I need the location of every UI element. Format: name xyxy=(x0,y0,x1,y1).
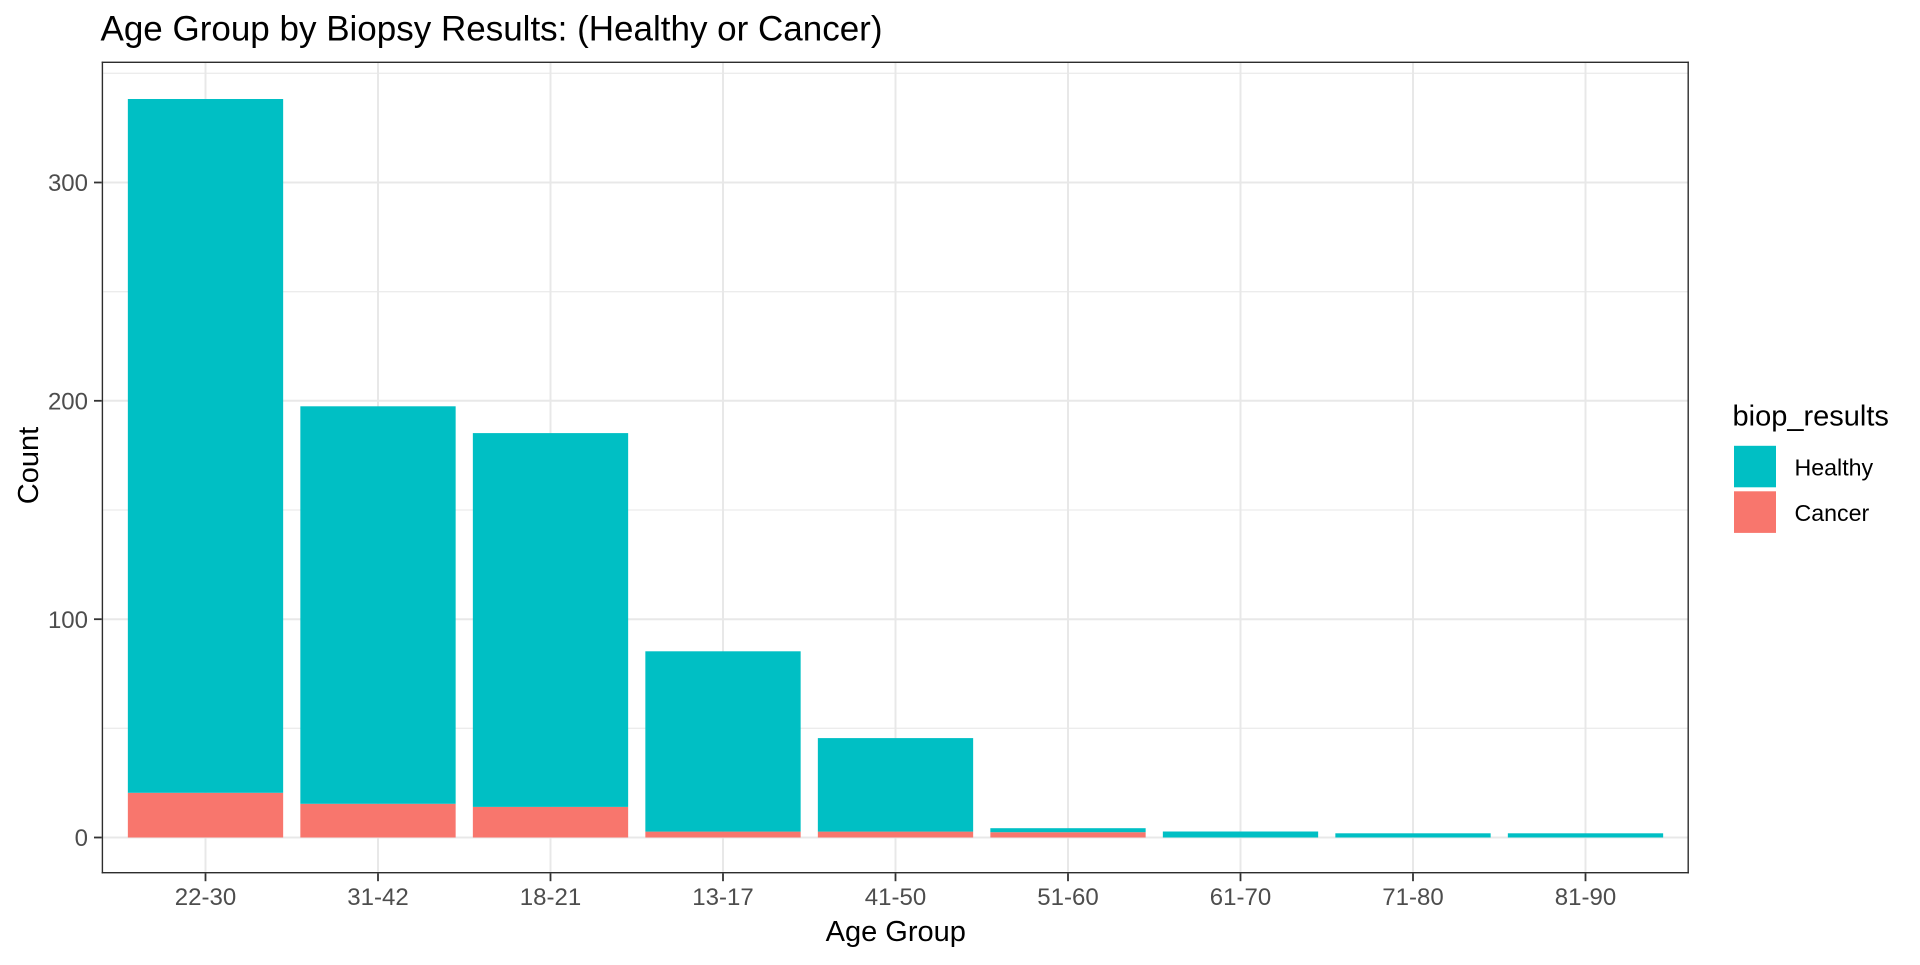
svg-text:200: 200 xyxy=(48,388,88,415)
svg-text:18-21: 18-21 xyxy=(520,884,581,911)
svg-text:100: 100 xyxy=(48,607,88,634)
svg-text:61-70: 61-70 xyxy=(1210,884,1271,911)
svg-text:biop_results: biop_results xyxy=(1733,401,1889,433)
svg-text:41-50: 41-50 xyxy=(865,884,926,911)
svg-text:81-90: 81-90 xyxy=(1555,884,1616,911)
svg-text:Age Group by Biopsy Results: (: Age Group by Biopsy Results: (Healthy or… xyxy=(101,10,883,49)
svg-text:71-80: 71-80 xyxy=(1382,884,1443,911)
svg-text:22-30: 22-30 xyxy=(175,884,236,911)
svg-text:51-60: 51-60 xyxy=(1037,884,1098,911)
svg-text:300: 300 xyxy=(48,170,88,197)
svg-text:Age Group: Age Group xyxy=(826,916,966,948)
svg-text:Count: Count xyxy=(13,427,45,504)
svg-text:Cancer: Cancer xyxy=(1795,500,1870,526)
svg-text:Healthy: Healthy xyxy=(1795,455,1874,481)
svg-text:13-17: 13-17 xyxy=(692,884,753,911)
svg-text:31-42: 31-42 xyxy=(347,884,408,911)
svg-text:0: 0 xyxy=(75,825,88,852)
